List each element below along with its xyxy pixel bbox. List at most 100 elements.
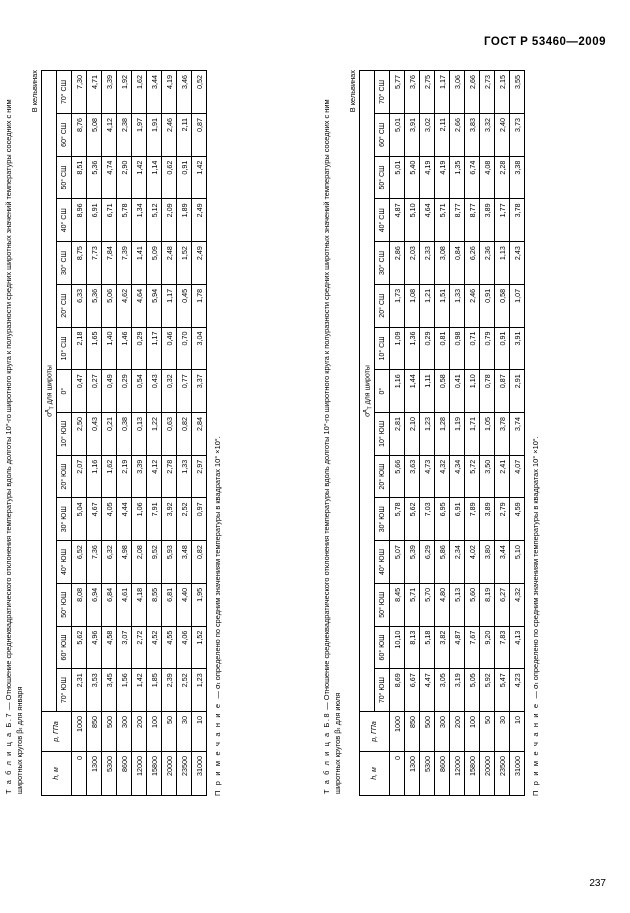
cell-value: 5,12	[146, 198, 162, 242]
cell-h: 15800	[146, 751, 162, 796]
table-row: 23500 30 2,52 4,06 4,40 3,48 2,52 1,33 0,82 0,77 0…	[176, 70, 192, 796]
cell-value: 4,32	[509, 583, 525, 627]
cell-value: 8,69	[389, 668, 405, 712]
cell-value: 1,78	[191, 284, 207, 328]
col-header-lat: 70° СШ	[56, 70, 72, 114]
cell-value: 1,17	[434, 70, 450, 114]
cell-value: 2,41	[494, 455, 510, 498]
cell-p: 500	[419, 711, 435, 752]
table-row: 20000 50 2,39 4,55 6,81 5,93 3,92 2,78 0,63 0,32 0…	[161, 70, 177, 796]
cell-value: 7,03	[419, 497, 435, 541]
cell-h: 12000	[449, 751, 465, 796]
col-header-lat: 70° СШ	[374, 70, 390, 114]
cell-p: 850	[404, 711, 420, 752]
col-header-p: p, ГПа	[41, 711, 72, 752]
col-header-lat: 0°	[374, 369, 390, 413]
cell-value: 2,11	[434, 113, 450, 157]
table-body-b8: 0 1000 8,69 10,10 8,45 5,07 5,78 5,66 2,81 1,16 1,…	[389, 70, 525, 796]
col-header-lat: 50° СШ	[374, 156, 390, 199]
cell-value: 0,29	[131, 327, 147, 370]
cell-value: 5,86	[434, 540, 450, 584]
cell-value: 3,82	[434, 626, 450, 669]
cell-value: 2,52	[176, 668, 192, 712]
table-row: 1300 850 6,67 8,13 5,71 5,39 5,62 3,63 2,10 1,44 1…	[404, 70, 420, 796]
cell-value: 2,40	[494, 113, 510, 157]
table-caption-text-b7: — Отношение среднеквадратического отклон…	[4, 99, 24, 794]
cell-value: 5,71	[434, 198, 450, 242]
cell-value: 1,42	[131, 156, 147, 199]
cell-value: 1,16	[86, 455, 102, 498]
cell-value: 1,42	[191, 156, 207, 199]
cell-value: 5,94	[146, 284, 162, 328]
col-header-lat: 10° СШ	[56, 327, 72, 370]
cell-value: 5,39	[404, 540, 420, 584]
cell-value: 7,89	[464, 497, 480, 541]
cell-value: 0,45	[176, 284, 192, 328]
cell-value: 1,52	[176, 241, 192, 285]
cell-value: 8,77	[464, 198, 480, 242]
cell-value: 5,01	[389, 113, 405, 157]
col-header-h: h, м	[41, 751, 72, 796]
cell-value: 4,87	[449, 626, 465, 669]
cell-p: 100	[146, 711, 162, 752]
cell-value: 4,34	[449, 455, 465, 498]
cell-value: 1,21	[419, 284, 435, 328]
cell-value: 0,58	[494, 284, 510, 328]
cell-value: 2,19	[116, 455, 132, 498]
cell-value: 5,62	[404, 497, 420, 541]
cell-value: 1,23	[419, 412, 435, 456]
table-row: 0 1000 8,69 10,10 8,45 5,07 5,78 5,66 2,81 1,16 1,…	[389, 70, 405, 796]
cell-value: 2,03	[404, 241, 420, 285]
col-header-lat: 20° ЮШ	[374, 455, 390, 498]
sigma-superscript: д	[43, 409, 50, 413]
cell-value: 5,62	[71, 626, 87, 669]
cell-value: 8,76	[71, 113, 87, 157]
col-header-lat: 60° СШ	[374, 113, 390, 157]
table-row: 23500 30 5,47 7,83 6,27 3,44 2,79 2,41 3,78 0,87 0…	[494, 70, 510, 796]
cell-value: 2,10	[404, 412, 420, 456]
table-row: 5300 500 3,45 4,58 6,84 6,32 4,05 1,62 0,21 0,49 1…	[101, 70, 117, 796]
cell-value: 4,61	[116, 583, 132, 627]
cell-value: 6,26	[464, 241, 480, 285]
cell-h: 1300	[86, 751, 102, 796]
table-caption-b8: Т а б л и ц а Б.8 — Отношение среднеквад…	[322, 68, 343, 794]
cell-value: 4,32	[434, 455, 450, 498]
cell-value: 6,71	[101, 198, 117, 242]
cell-value: 2,33	[419, 241, 435, 285]
cell-value: 1,17	[146, 327, 162, 370]
cell-value: 8,96	[71, 198, 87, 242]
cell-value: 1,36	[404, 327, 420, 370]
cell-value: 4,13	[509, 626, 525, 669]
cell-value: 3,63	[404, 455, 420, 498]
note-text: — σₜ определено по средним значениям тем…	[531, 436, 541, 699]
cell-value: 3,74	[509, 412, 525, 456]
document-header: ГОСТ Р 53460—2009	[484, 36, 606, 48]
cell-value: 0,87	[494, 369, 510, 413]
cell-h: 23500	[494, 751, 510, 796]
cell-value: 5,93	[161, 540, 177, 584]
cell-value: 2,08	[131, 540, 147, 584]
cell-value: 5,36	[86, 156, 102, 199]
col-header-lat: 60° СШ	[56, 113, 72, 157]
cell-value: 2,49	[191, 241, 207, 285]
cell-p: 50	[479, 711, 495, 752]
cell-value: 2,52	[176, 497, 192, 541]
cell-value: 3,04	[191, 327, 207, 370]
cell-value: 4,40	[176, 583, 192, 627]
cell-value: 5,40	[404, 156, 420, 199]
cell-value: 0,32	[161, 369, 177, 413]
cell-value: 8,45	[389, 583, 405, 627]
sigma-symbol: σ	[363, 412, 371, 417]
col-header-lat: 10° ЮШ	[374, 412, 390, 456]
cell-value: 2,11	[176, 113, 192, 157]
cell-value: 7,30	[71, 70, 87, 114]
cell-value: 2,34	[449, 540, 465, 584]
cell-p: 30	[494, 711, 510, 752]
cell-h: 15800	[464, 751, 480, 796]
table-row: 15800 100 1,85 4,52 8,55 9,52 7,91 4,12 1,22 0,43…	[146, 70, 162, 796]
cell-value: 4,96	[86, 626, 102, 669]
cell-value: 5,01	[389, 156, 405, 199]
col-header-lat: 40° ЮШ	[374, 540, 390, 584]
cell-h: 12000	[131, 751, 147, 796]
note-text: — σₜ определено по средним значениям тем…	[213, 436, 223, 699]
